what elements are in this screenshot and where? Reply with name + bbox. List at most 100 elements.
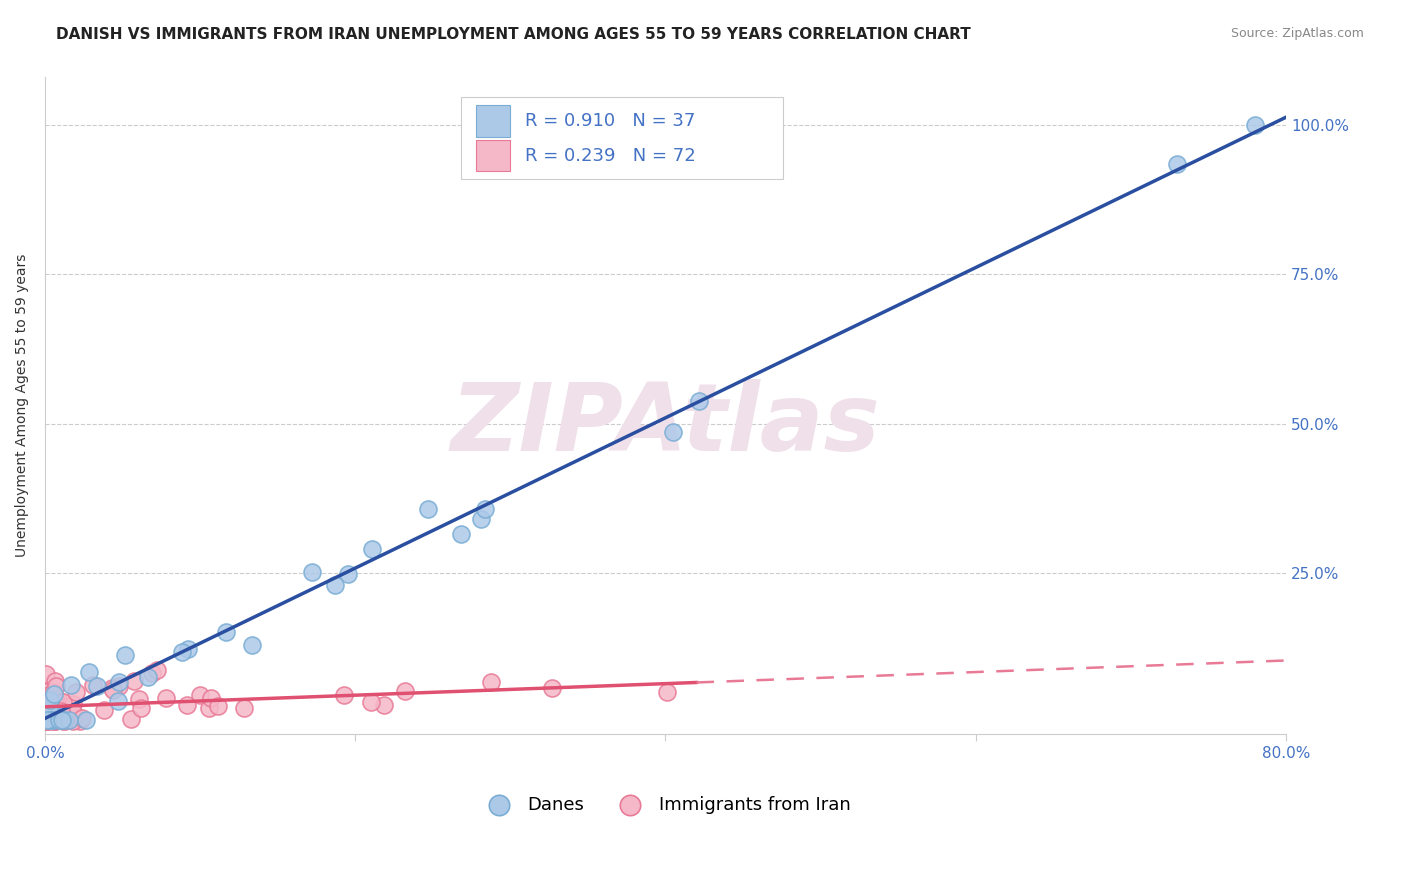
Point bbox=[301, 565, 323, 579]
Point bbox=[86, 679, 108, 693]
Point bbox=[60, 678, 83, 692]
Point bbox=[360, 695, 382, 709]
Point bbox=[188, 688, 211, 702]
Point bbox=[35, 708, 58, 723]
Point bbox=[470, 512, 492, 526]
Point bbox=[35, 713, 58, 727]
Point bbox=[51, 704, 73, 718]
Point bbox=[35, 694, 58, 708]
Point bbox=[38, 688, 60, 702]
Point bbox=[62, 698, 84, 712]
Point bbox=[141, 665, 163, 680]
Point bbox=[49, 698, 72, 712]
Text: R = 0.239   N = 72: R = 0.239 N = 72 bbox=[526, 146, 696, 164]
Point bbox=[51, 713, 73, 727]
Point bbox=[122, 674, 145, 689]
Point bbox=[129, 701, 152, 715]
Point bbox=[42, 701, 65, 715]
Point bbox=[107, 694, 129, 708]
Point bbox=[35, 694, 58, 708]
Point bbox=[52, 695, 75, 709]
Point bbox=[215, 624, 238, 639]
Point bbox=[35, 666, 58, 681]
Point bbox=[35, 700, 58, 714]
Point bbox=[35, 685, 58, 699]
Point bbox=[44, 714, 66, 729]
Point bbox=[103, 682, 125, 697]
Point bbox=[120, 712, 142, 726]
Point bbox=[479, 674, 502, 689]
Point bbox=[93, 703, 115, 717]
Point bbox=[38, 692, 60, 706]
Point bbox=[1244, 118, 1267, 132]
Point bbox=[75, 713, 97, 727]
Point bbox=[41, 713, 63, 727]
Point bbox=[62, 705, 84, 719]
FancyBboxPatch shape bbox=[475, 140, 510, 171]
Point bbox=[373, 698, 395, 713]
Point bbox=[197, 701, 219, 715]
Point bbox=[48, 713, 70, 727]
Point bbox=[42, 685, 65, 699]
Point bbox=[35, 714, 58, 729]
Point bbox=[361, 541, 384, 556]
Text: R = 0.910   N = 37: R = 0.910 N = 37 bbox=[526, 112, 696, 129]
Text: Source: ZipAtlas.com: Source: ZipAtlas.com bbox=[1230, 27, 1364, 40]
Point bbox=[42, 714, 65, 729]
Point bbox=[474, 502, 496, 516]
Point bbox=[70, 710, 93, 724]
Point bbox=[38, 699, 60, 714]
Point bbox=[136, 670, 159, 684]
Point bbox=[35, 693, 58, 707]
Point bbox=[662, 425, 685, 439]
Point bbox=[53, 714, 76, 729]
Point bbox=[39, 713, 62, 727]
Point bbox=[34, 699, 56, 714]
Point bbox=[38, 714, 60, 729]
Point bbox=[62, 711, 84, 725]
Point bbox=[232, 701, 254, 715]
Point bbox=[177, 642, 200, 657]
Point bbox=[35, 708, 58, 723]
Point bbox=[416, 501, 439, 516]
Point bbox=[79, 665, 101, 679]
Text: DANISH VS IMMIGRANTS FROM IRAN UNEMPLOYMENT AMONG AGES 55 TO 59 YEARS CORRELATIO: DANISH VS IMMIGRANTS FROM IRAN UNEMPLOYM… bbox=[56, 27, 972, 42]
Point bbox=[200, 690, 222, 705]
Point bbox=[58, 713, 80, 727]
Point bbox=[38, 702, 60, 716]
Point bbox=[394, 684, 416, 698]
Point bbox=[450, 526, 472, 541]
Point bbox=[176, 698, 198, 713]
Point bbox=[155, 690, 177, 705]
Point bbox=[108, 675, 131, 690]
Point bbox=[207, 699, 229, 714]
Point bbox=[49, 698, 72, 712]
Point bbox=[541, 681, 564, 696]
Point bbox=[52, 714, 75, 729]
Point bbox=[82, 678, 104, 692]
Point bbox=[35, 714, 58, 729]
Point bbox=[332, 688, 354, 702]
Text: ZIPAtlas: ZIPAtlas bbox=[450, 379, 880, 471]
Point bbox=[51, 708, 73, 723]
Point bbox=[44, 700, 66, 714]
Point bbox=[39, 695, 62, 709]
Point bbox=[44, 673, 66, 688]
Point bbox=[128, 691, 150, 706]
Point bbox=[240, 638, 263, 652]
Point bbox=[34, 714, 56, 729]
Point bbox=[172, 645, 194, 659]
Point bbox=[69, 714, 91, 729]
Point bbox=[38, 713, 60, 727]
Point bbox=[44, 691, 66, 706]
Point bbox=[655, 685, 678, 699]
Point bbox=[37, 703, 59, 717]
Point bbox=[65, 684, 87, 698]
Point bbox=[336, 567, 359, 582]
Legend: Danes, Immigrants from Iran: Danes, Immigrants from Iran bbox=[474, 789, 858, 822]
Point bbox=[34, 714, 56, 729]
Point bbox=[38, 698, 60, 712]
Point bbox=[114, 648, 136, 662]
Point bbox=[34, 706, 56, 720]
Point bbox=[44, 714, 66, 729]
